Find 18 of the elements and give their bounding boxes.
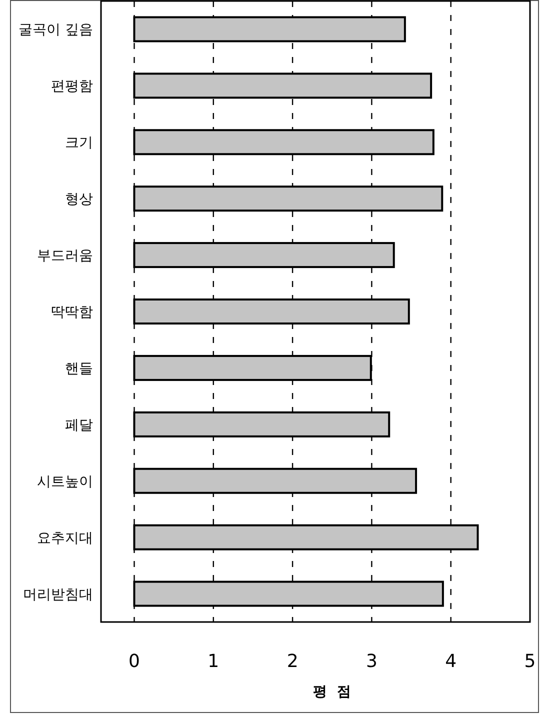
- y-tick-label: 머리받침대: [23, 586, 93, 603]
- y-tick-label: 핸들: [65, 360, 93, 377]
- x-tick-label: 1: [208, 651, 220, 672]
- x-tick-label: 5: [524, 651, 536, 672]
- x-tick-label: 0: [128, 651, 140, 672]
- x-tick-label: 4: [445, 651, 457, 672]
- y-tick-label: 딱딱함: [51, 304, 93, 320]
- y-tick-label: 편평함: [51, 78, 93, 95]
- y-tick-label: 굴곡이 깊음: [18, 22, 93, 38]
- x-tick-label: 3: [366, 651, 378, 672]
- y-tick-label: 부드러움: [37, 248, 93, 264]
- x-axis-title: 평 점: [313, 684, 351, 700]
- y-tick-label: 요추지대: [37, 530, 93, 546]
- y-tick-label: 시트높이: [37, 474, 93, 490]
- y-tick-label: 페달: [65, 417, 93, 434]
- y-tick-label: 크기: [65, 135, 93, 152]
- x-tick-label: 2: [286, 651, 298, 672]
- y-tick-label: 형상: [65, 192, 93, 208]
